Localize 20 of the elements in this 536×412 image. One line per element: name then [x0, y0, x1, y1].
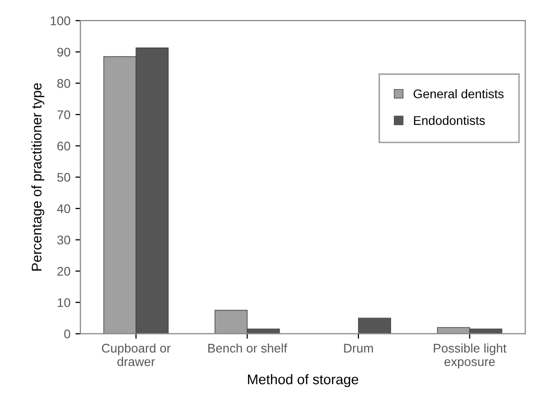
y-tick-label: 30 — [57, 236, 70, 244]
y-tick-label: 50 — [57, 172, 70, 182]
x-tick-label: Possible light exposure — [434, 343, 506, 369]
y-tick-label: 0 — [64, 330, 70, 338]
x-axis-title: Method of storage — [248, 374, 358, 388]
y-tick-label: 80 — [57, 79, 70, 88]
y-tick-label: 20 — [57, 266, 70, 276]
y-tick-label: 90 — [57, 48, 70, 57]
y-tick-label: 10 — [58, 298, 70, 308]
x-tick-label: Cupboard or drawer — [102, 343, 171, 366]
legend-label: General dentists — [414, 89, 504, 98]
y-tick-label: 60 — [57, 142, 70, 150]
x-tick-label: Drum — [344, 344, 373, 353]
bar — [358, 318, 392, 334]
y-tick-label: 40 — [57, 204, 70, 214]
x-tick-label: Bench or shelf — [208, 343, 288, 353]
y-tick-label: 70 — [57, 110, 70, 120]
legend-label: Endodontists — [414, 116, 485, 125]
y-tick-label: 100 — [50, 16, 70, 26]
y-axis-title: Percentage of practitioner type — [31, 83, 44, 271]
